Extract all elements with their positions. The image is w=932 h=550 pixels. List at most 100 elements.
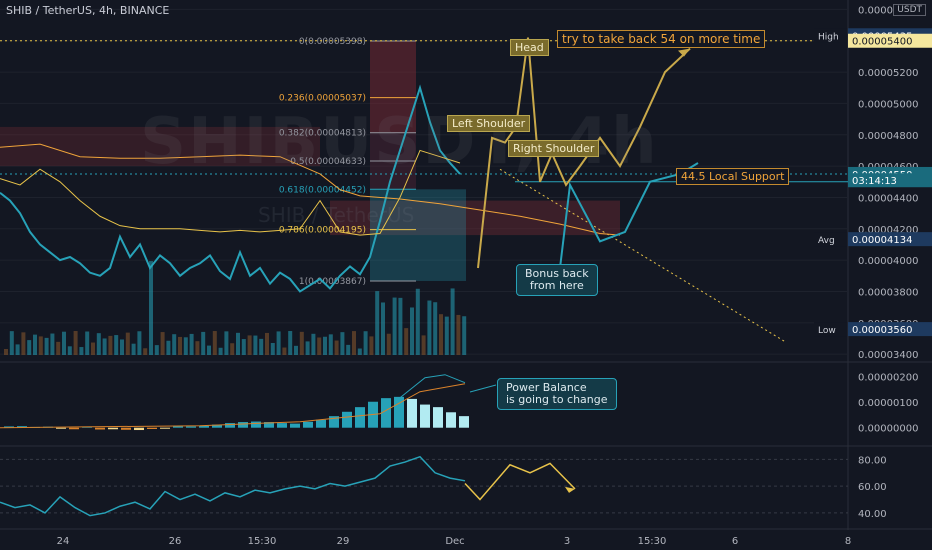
price-tick-label: 0.00004400: [858, 193, 918, 204]
power-balance-bar: [17, 426, 27, 428]
callout-pointer: [469, 384, 497, 393]
projection-arrow: [678, 48, 690, 57]
annotation-local-support[interactable]: 44.5 Local Support: [676, 168, 790, 185]
power-balance-tick-label: 0.00000100: [858, 398, 918, 409]
volume-bar: [421, 335, 426, 355]
power-balance-bar: [186, 426, 196, 428]
price-axis-tag-label: Low: [818, 326, 836, 336]
power-balance-bar: [459, 416, 469, 428]
price-series-line: [0, 143, 621, 236]
symbol-title[interactable]: SHIB / TetherUS, 4h, BINANCE: [6, 4, 170, 17]
volume-bar: [450, 288, 455, 355]
price-series-line: [0, 149, 461, 236]
volume-bar: [166, 340, 171, 355]
power-balance-bar: [290, 423, 300, 428]
time-tick-label: 15:30: [638, 536, 667, 547]
fib-level-label: 0.382(0.00004813): [279, 129, 366, 139]
volume-bar: [381, 302, 385, 355]
annotation-power-balance[interactable]: Power Balance is going to change: [497, 378, 617, 410]
volume-bar: [357, 348, 362, 355]
volume-bar: [241, 339, 246, 355]
power-balance-signal: [0, 383, 466, 429]
power-balance-bar: [69, 427, 79, 430]
volume-bar: [9, 331, 14, 355]
volume-bar: [67, 346, 72, 355]
volume-bar: [288, 331, 293, 355]
fib-teal-zone: [370, 189, 466, 281]
annotation-bonus-back[interactable]: Bonus back from here: [516, 264, 598, 296]
volume-bar: [178, 336, 182, 355]
volume-bar: [259, 338, 264, 355]
volume-bar: [444, 316, 449, 355]
price-axis-tag: [848, 173, 932, 188]
annotation-target[interactable]: try to take back 54 on more time: [557, 30, 766, 48]
resistance-zone: [0, 126, 320, 167]
volume-bar: [131, 343, 136, 355]
volume-bar: [91, 342, 95, 355]
volume-bar: [114, 335, 119, 355]
power-balance-bar: [173, 426, 183, 428]
volume-bar: [149, 261, 153, 355]
power-balance-bar: [121, 427, 131, 430]
volume-bar: [299, 331, 304, 355]
volume-bar: [183, 337, 188, 355]
price-tick-label: 0.00004000: [858, 256, 918, 267]
volume-bar: [50, 333, 55, 355]
price-tick-label: 0.00003800: [858, 287, 918, 298]
time-tick-label: 26: [169, 536, 182, 547]
price-axis-tag-value: 03:14:13: [852, 176, 897, 187]
volume-bar: [323, 336, 327, 355]
price-tick-label: 0.00005000: [858, 99, 918, 110]
volume-bar: [85, 331, 90, 355]
power-balance-bar: [95, 427, 105, 430]
volume-bar: [311, 333, 316, 355]
price-axis-tag: [848, 33, 932, 48]
volume-bar: [108, 335, 113, 355]
time-tick-label: 6: [732, 536, 738, 547]
volume-bar: [398, 297, 403, 355]
power-balance-bar: [264, 422, 274, 428]
volume-bar: [143, 348, 148, 355]
volume-bar: [56, 341, 61, 355]
fib-level-label: 0.236(0.00005037): [279, 94, 366, 104]
volume-bar: [224, 331, 229, 355]
time-tick-label: 3: [564, 536, 570, 547]
volume-bar: [253, 335, 258, 355]
price-axis-tag-value: 0.00005400: [852, 37, 912, 48]
annotation-head[interactable]: Head: [510, 39, 549, 56]
time-tick-label: 8: [845, 536, 851, 547]
fib-level-label: 0.786(0.00004195): [279, 226, 366, 236]
power-balance-bar: [238, 422, 248, 428]
volume-bar: [462, 316, 467, 355]
volume-bar: [137, 331, 142, 355]
volume-bar: [218, 347, 223, 355]
power-balance-bar: [134, 427, 144, 431]
oscillator-tick-label: 60.00: [858, 482, 887, 493]
volume-bar: [392, 297, 397, 355]
power-balance-bar: [225, 423, 235, 428]
fib-level-label: 0.618(0.00004452): [279, 185, 366, 195]
price-tick-label: 0.00005600: [858, 5, 918, 16]
price-axis-tag-value: 0.00003560: [852, 325, 912, 336]
fib-level-label: 1(0.00003867): [299, 277, 366, 287]
oscillator-tick-label: 80.00: [858, 455, 887, 466]
currency-tag[interactable]: USDT: [893, 4, 926, 16]
power-balance-bar: [407, 398, 417, 428]
annotation-left-shoulder[interactable]: Left Shoulder: [447, 115, 531, 132]
volume-bar: [276, 331, 281, 355]
trend-dotted-line: [499, 168, 786, 343]
volume-bar: [294, 345, 298, 355]
oscillator-tick-label: 40.00: [858, 509, 887, 520]
volume-bar: [160, 332, 165, 355]
price-axis-tag-label: High: [818, 32, 839, 42]
price-axis-tag: [848, 322, 932, 337]
oscillator-series-line: [464, 462, 576, 501]
volume-bar: [125, 332, 130, 355]
volume-bar: [456, 314, 461, 355]
fib-level-label: 0.5(0.00004633): [290, 157, 366, 167]
volume-bar: [154, 345, 159, 355]
power-balance-tick-label: 0.00000200: [858, 372, 918, 383]
volume-bar: [352, 331, 356, 355]
annotation-right-shoulder[interactable]: Right Shoulder: [508, 140, 600, 157]
